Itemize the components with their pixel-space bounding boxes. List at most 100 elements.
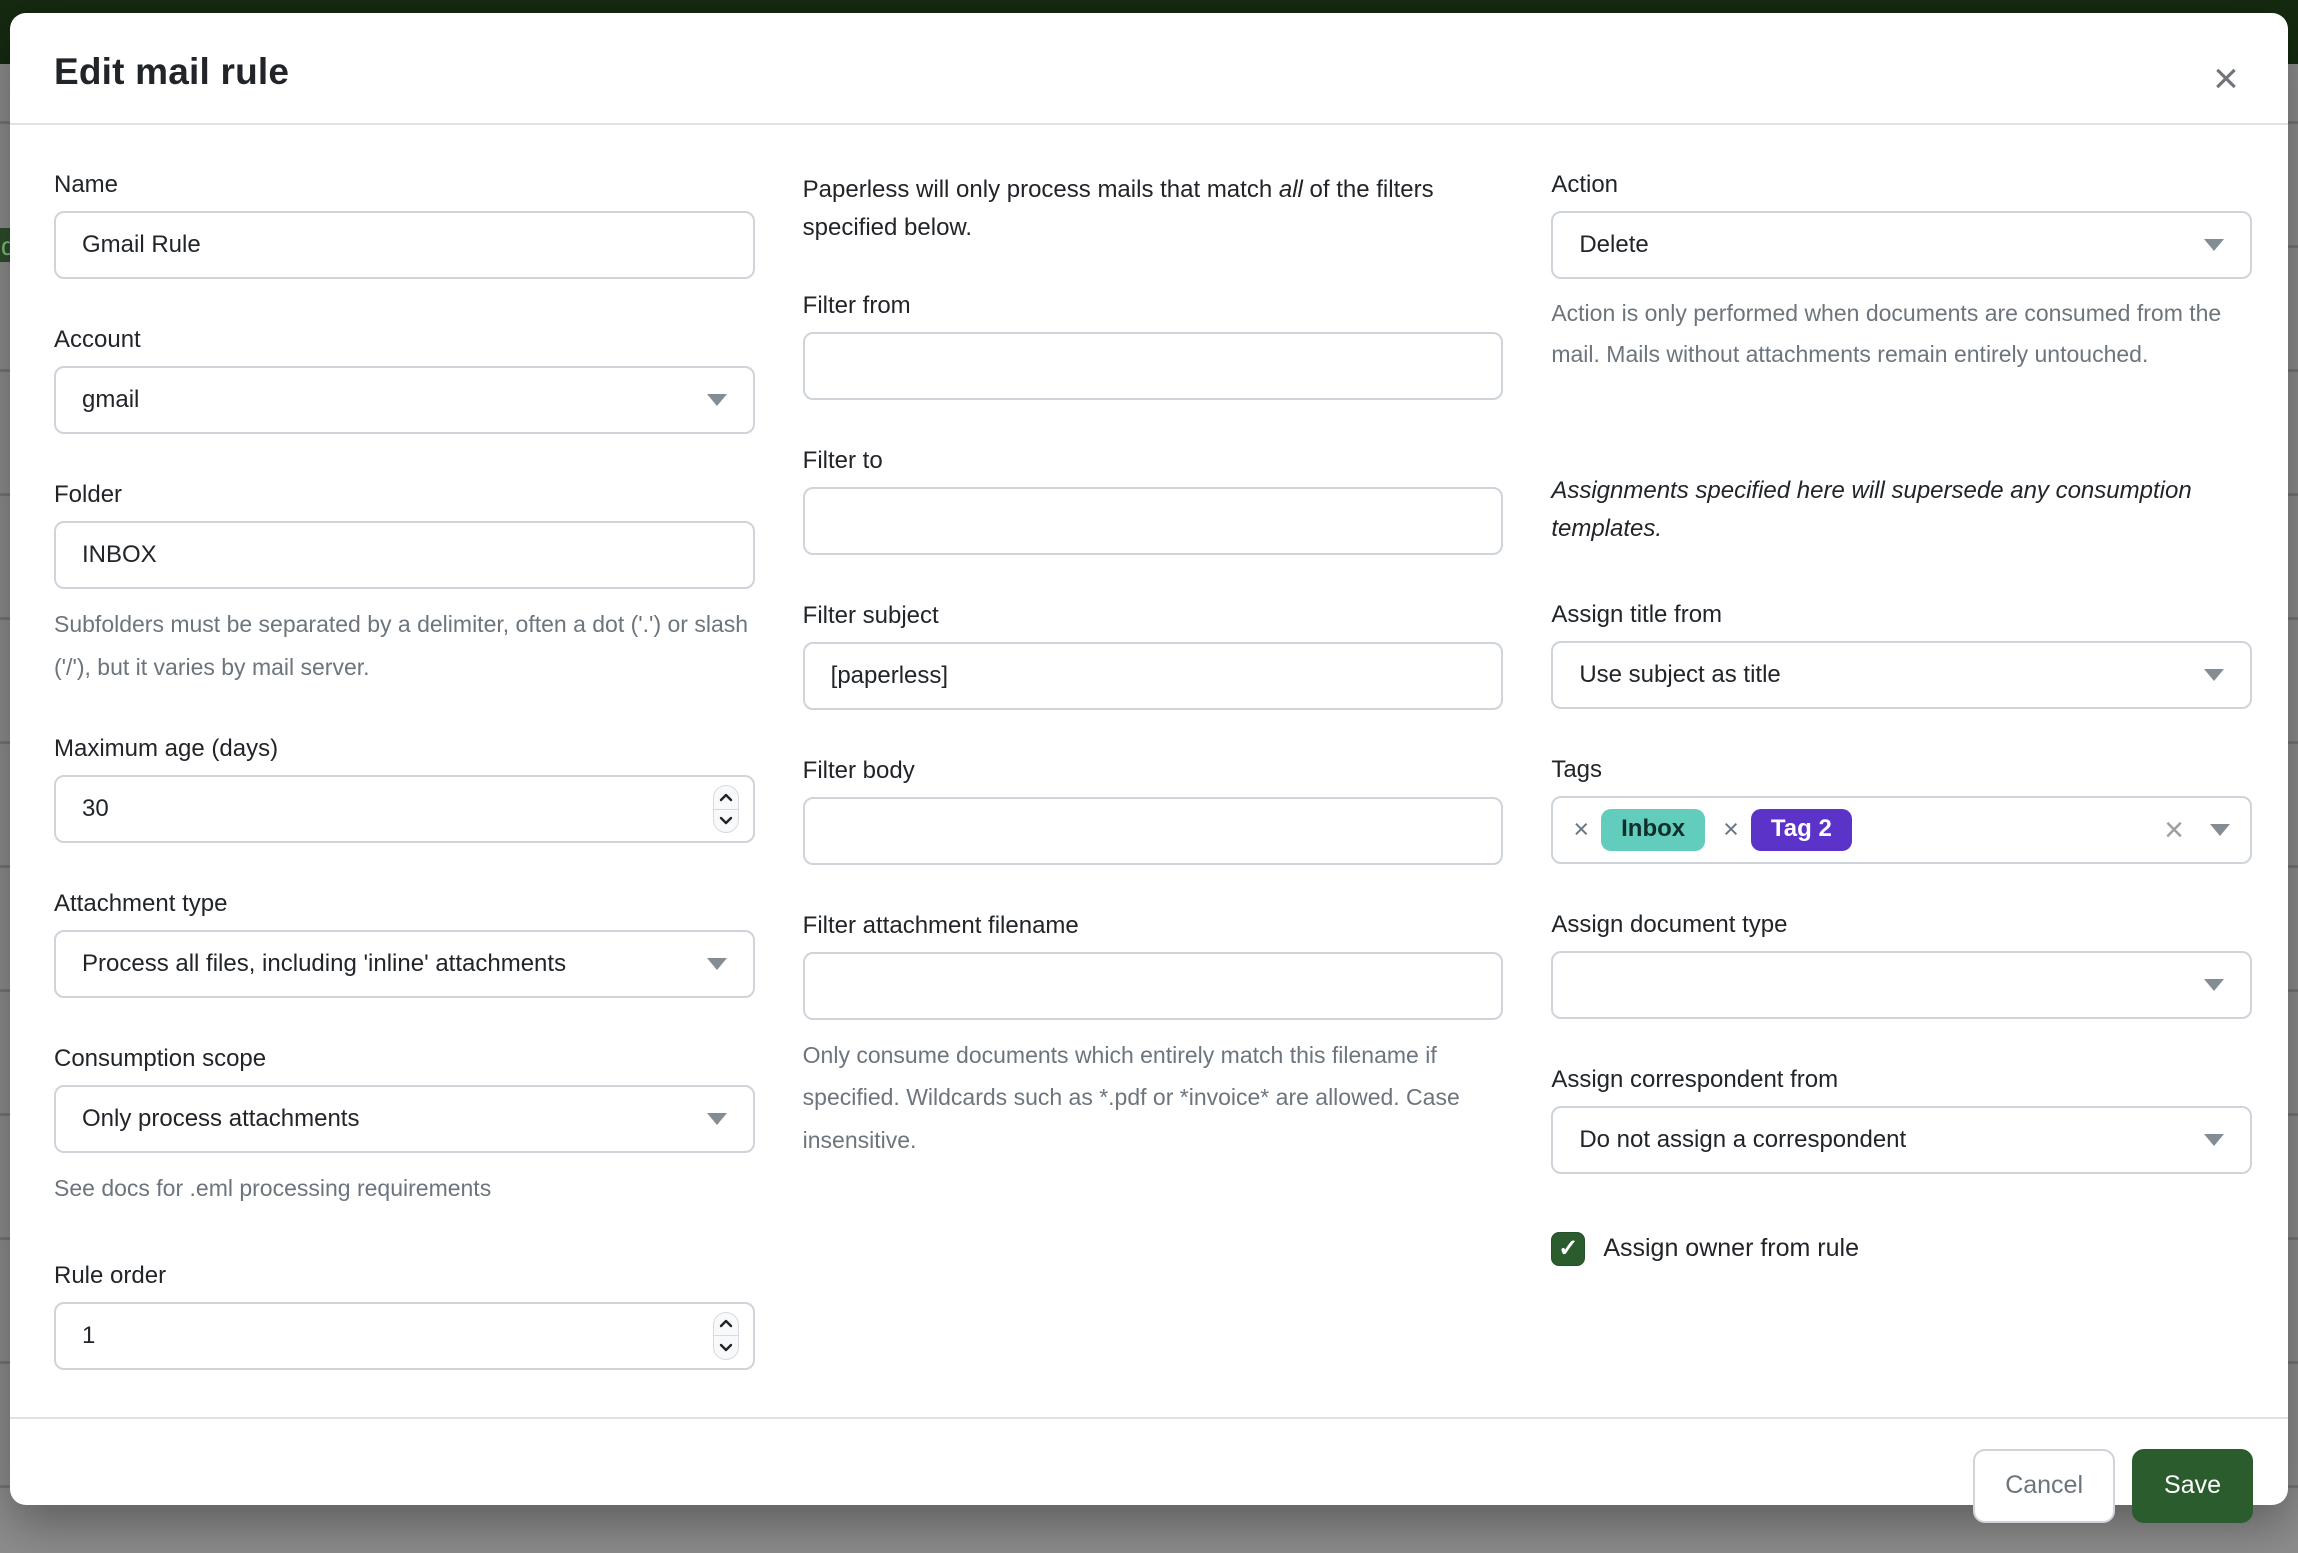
max-age-label: Maximum age (days) xyxy=(54,735,279,763)
assign-correspondent-value: Do not assign a correspondent xyxy=(1579,1125,1907,1153)
filter-from-input[interactable] xyxy=(802,331,1504,400)
cancel-button[interactable]: Cancel xyxy=(1973,1448,2116,1523)
field-name: Name xyxy=(54,171,755,279)
max-age-value: 30 xyxy=(82,795,109,823)
field-action: Action Delete Action is only performed w… xyxy=(1551,171,2252,376)
rule-order-value: 1 xyxy=(82,1321,96,1349)
stepper-down-icon[interactable] xyxy=(713,808,738,833)
attachment-type-select[interactable]: Process all files, including 'inline' at… xyxy=(54,930,755,999)
action-value: Delete xyxy=(1579,231,1649,258)
tags-select[interactable]: × Inbox × Tag 2 × xyxy=(1551,795,2252,864)
stepper-up-icon[interactable] xyxy=(714,1313,738,1336)
field-assign-owner: ✓ Assign owner from rule xyxy=(1551,1231,2252,1266)
chevron-down-icon xyxy=(2204,668,2224,681)
chevron-down-icon xyxy=(706,1113,727,1126)
action-help: Action is only performed when documents … xyxy=(1551,300,2222,368)
rule-order-label: Rule order xyxy=(54,1261,167,1289)
remove-tag-icon[interactable]: × xyxy=(1723,814,1739,845)
chevron-down-icon xyxy=(2204,978,2224,991)
attachment-type-label: Attachment type xyxy=(54,890,228,918)
stepper-up-icon[interactable] xyxy=(714,786,738,809)
max-age-input-wrap: 30 xyxy=(54,775,755,844)
tag-badge-tag2: Tag 2 xyxy=(1750,808,1852,851)
filters-intro-text-2: of the filters specified below. xyxy=(802,176,1434,242)
rule-order-input-wrap: 1 xyxy=(54,1301,755,1370)
field-filter-to: Filter to xyxy=(802,446,1504,555)
tags-controls: × xyxy=(2164,813,2230,847)
field-attachment-type: Attachment type Process all files, inclu… xyxy=(54,890,755,999)
clear-tags-icon[interactable]: × xyxy=(2164,810,2184,849)
field-account: Account gmail xyxy=(54,326,755,434)
chevron-down-icon xyxy=(2204,239,2224,251)
action-label: Action xyxy=(1551,171,1619,198)
filter-to-input[interactable] xyxy=(802,486,1504,555)
assign-title-value: Use subject as title xyxy=(1579,660,1781,688)
assign-correspondent-label: Assign correspondent from xyxy=(1551,1065,1839,1093)
assignments-note: Assignments specified here will supersed… xyxy=(1551,476,2192,543)
tag-badge-inbox: Inbox xyxy=(1601,808,1706,851)
filter-from-label: Filter from xyxy=(802,291,911,319)
edit-mail-rule-dialog: Edit mail rule × Name Account gmail Fold… xyxy=(10,13,2288,1523)
field-consumption-scope: Consumption scope Only process attachmen… xyxy=(54,1045,755,1210)
filter-body-label: Filter body xyxy=(802,756,915,784)
filter-subject-label: Filter subject xyxy=(802,601,939,629)
chevron-down-icon xyxy=(2204,1133,2224,1146)
field-assign-correspondent: Assign correspondent from Do not assign … xyxy=(1551,1066,2252,1174)
field-filter-from: Filter from xyxy=(802,291,1504,400)
dialog-title: Edit mail rule xyxy=(54,51,290,92)
consumption-scope-help: See docs for .eml processing requirement… xyxy=(54,1175,492,1202)
assign-title-select[interactable]: Use subject as title xyxy=(1551,640,2252,709)
assign-correspondent-select[interactable]: Do not assign a correspondent xyxy=(1551,1105,2252,1174)
account-label: Account xyxy=(54,326,141,353)
folder-label: Folder xyxy=(54,481,123,508)
dialog-footer: Cancel Save xyxy=(10,1416,2288,1553)
consumption-scope-select[interactable]: Only process attachments xyxy=(54,1085,755,1154)
consumption-scope-label: Consumption scope xyxy=(54,1045,267,1073)
background-row-highlight xyxy=(0,228,10,262)
attachment-type-value: Process all files, including 'inline' at… xyxy=(82,950,567,978)
field-assign-doc-type: Assign document type xyxy=(1551,911,2252,1019)
field-filter-body: Filter body xyxy=(802,756,1504,865)
tags-label: Tags xyxy=(1551,755,1603,783)
max-age-stepper[interactable] xyxy=(712,785,739,834)
filter-attachment-filename-help: Only consume documents which entirely ma… xyxy=(802,1041,1460,1153)
assign-owner-label: Assign owner from rule xyxy=(1603,1234,1859,1263)
dialog-header: Edit mail rule × xyxy=(10,13,2288,125)
assign-owner-checkbox[interactable]: ✓ xyxy=(1551,1231,1586,1266)
assign-doc-type-select[interactable] xyxy=(1551,950,2252,1019)
chevron-down-icon xyxy=(706,394,727,406)
account-value: gmail xyxy=(82,386,140,413)
column-right: Action Delete Action is only performed w… xyxy=(1551,171,2252,1417)
field-filter-attachment-filename: Filter attachment filename Only consume … xyxy=(802,911,1504,1162)
rule-order-stepper[interactable] xyxy=(712,1311,739,1360)
column-middle: Paperless will only process mails that m… xyxy=(802,171,1504,1417)
name-label: Name xyxy=(54,171,119,198)
field-tags: Tags × Inbox × Tag 2 × xyxy=(1551,756,2252,864)
field-assign-title: Assign title from Use subject as title xyxy=(1551,601,2252,709)
filters-intro-emphasis: all xyxy=(1278,176,1303,203)
field-rule-order: Rule order 1 xyxy=(54,1262,755,1370)
filter-to-label: Filter to xyxy=(802,446,883,474)
consumption-scope-value: Only process attachments xyxy=(82,1105,360,1133)
stepper-down-icon[interactable] xyxy=(713,1335,738,1359)
filters-intro: Paperless will only process mails that m… xyxy=(803,171,1504,248)
folder-input[interactable] xyxy=(54,521,755,589)
field-folder: Folder Subfolders must be separated by a… xyxy=(54,481,755,688)
dialog-body: Name Account gmail Folder Subfolders mus… xyxy=(10,125,2288,1417)
filter-attachment-filename-input[interactable] xyxy=(802,951,1504,1020)
filter-body-input[interactable] xyxy=(802,796,1504,865)
field-filter-subject: Filter subject xyxy=(802,601,1504,710)
filter-attachment-filename-label: Filter attachment filename xyxy=(802,911,1079,939)
assign-title-label: Assign title from xyxy=(1551,600,1723,628)
save-button[interactable]: Save xyxy=(2132,1448,2253,1523)
column-left: Name Account gmail Folder Subfolders mus… xyxy=(54,171,755,1417)
account-select[interactable]: gmail xyxy=(54,366,755,434)
name-input[interactable] xyxy=(54,211,755,279)
action-select[interactable]: Delete xyxy=(1551,211,2252,279)
field-max-age: Maximum age (days) 30 xyxy=(54,735,755,844)
filters-intro-text: Paperless will only process mails that m… xyxy=(802,176,1279,203)
remove-tag-icon[interactable]: × xyxy=(1573,814,1590,845)
chevron-down-icon xyxy=(2210,823,2230,836)
filter-subject-input[interactable] xyxy=(802,641,1504,710)
close-icon[interactable]: × xyxy=(2200,53,2252,105)
